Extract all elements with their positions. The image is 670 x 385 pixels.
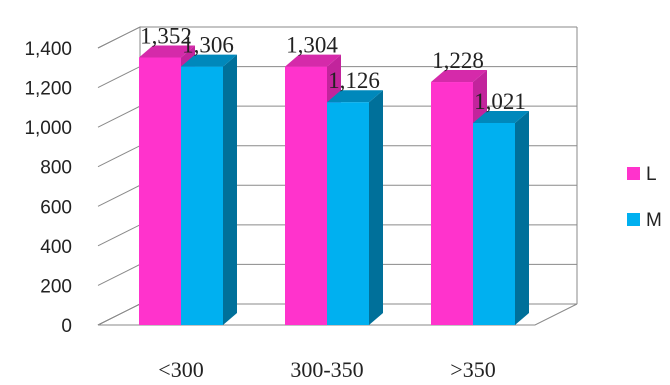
bar-top-M [181,54,237,67]
legend-label-L: L [646,164,657,185]
y-tick-label: 1,000 [24,118,72,139]
bar-side-M [223,54,237,325]
bar-M [473,122,515,325]
legend-swatch-L [627,167,640,180]
legend-label-M: M [646,210,662,231]
y-tick-label: 800 [40,158,72,179]
y-tick-label: 600 [40,197,72,218]
side-wall [97,26,141,326]
bar-side-M [515,110,529,325]
data-label: 1,304 [286,33,338,58]
y-tick-label: 1,400 [24,39,72,60]
bars-layer [139,45,529,326]
gridline [97,26,577,49]
bar-L [431,82,473,325]
y-tick-label: 0 [61,316,72,337]
data-label: 1,228 [432,48,484,73]
data-label: 1,021 [474,89,526,114]
bar-top-L [139,45,195,58]
x-tick-label: 300-350 [290,357,363,382]
bar-top-M [473,110,529,123]
legend: LM [627,164,662,231]
bar-M [181,66,223,325]
legend-swatch-M [627,213,640,226]
bar-M [327,102,369,325]
y-tick-label: 400 [40,237,72,258]
floor [97,303,578,326]
y-tick-label: 200 [40,276,72,297]
bar-top-L [431,70,487,83]
x-tick-label: <300 [158,357,203,382]
bar-side-M [369,90,383,325]
data-label: 1,306 [182,33,234,58]
data-label: 1,126 [328,68,380,93]
data-label: 1,352 [140,23,192,48]
x-tick-label: >350 [450,357,495,382]
bar-L [285,66,327,325]
bar-top-L [285,54,341,67]
x-axis-ticks: <300 300-350 >350 [158,357,495,382]
bar-top-M [327,90,383,103]
y-axis-ticks: 0 200 400 600 800 1,000 1,200 1,400 [24,39,72,337]
y-tick-label: 1,200 [24,79,72,100]
bar-L [139,57,181,326]
